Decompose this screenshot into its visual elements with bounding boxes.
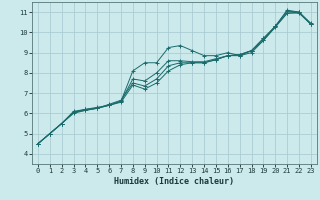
X-axis label: Humidex (Indice chaleur): Humidex (Indice chaleur)	[115, 177, 234, 186]
